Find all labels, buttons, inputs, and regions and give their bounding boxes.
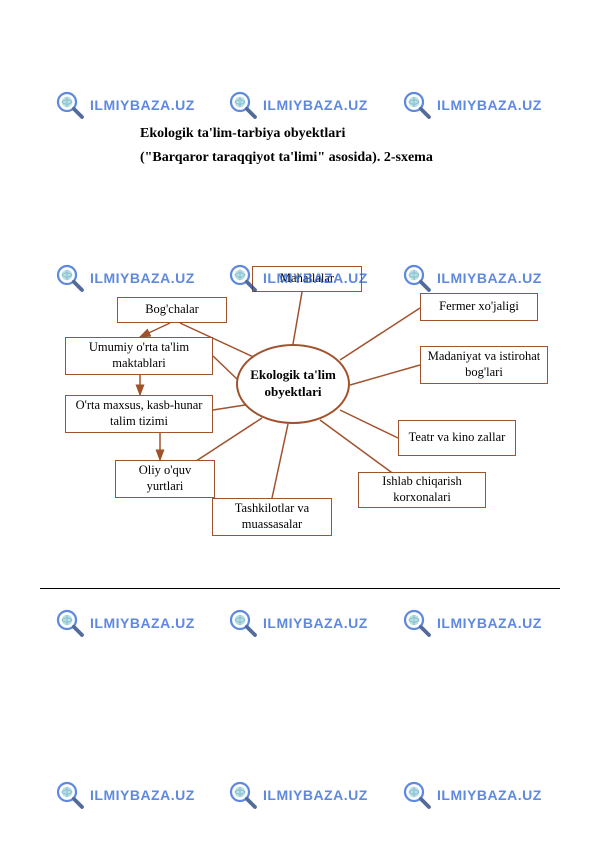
watermark-text: ILMIYBAZA.UZ: [90, 787, 195, 803]
magnifier-globe-icon: [402, 90, 432, 120]
watermark: ILMIYBAZA.UZ: [228, 90, 368, 120]
watermark-text: ILMIYBAZA.UZ: [263, 615, 368, 631]
magnifier-globe-icon: [55, 780, 85, 810]
watermark: ILMIYBAZA.UZ: [402, 780, 542, 810]
magnifier-globe-icon: [55, 90, 85, 120]
watermark-text: ILMIYBAZA.UZ: [90, 615, 195, 631]
node-madaniyat: Madaniyat va istirohat bog'lari: [420, 346, 548, 384]
watermark-text: ILMIYBAZA.UZ: [437, 97, 542, 113]
node-label: Fermer xo'jaligi: [439, 299, 519, 315]
watermark-text: ILMIYBAZA.UZ: [90, 97, 195, 113]
watermark-text: ILMIYBAZA.UZ: [263, 787, 368, 803]
magnifier-globe-icon: [228, 608, 258, 638]
node-label: Bog'chalar: [145, 302, 199, 318]
watermark: ILMIYBAZA.UZ: [55, 780, 195, 810]
watermark: ILMIYBAZA.UZ: [402, 90, 542, 120]
node-label: O'rta maxsus, kasb-hunar talim tizimi: [72, 398, 206, 429]
watermark: ILMIYBAZA.UZ: [402, 608, 542, 638]
node-label: Oliy o'quv yurtlari: [122, 463, 208, 494]
node-tashkilotlar: Tashkilotlar va muassasalar: [212, 498, 332, 536]
center-node-label: Ekologik ta'lim obyektlari: [243, 367, 343, 401]
title-line-1: Ekologik ta'lim-tarbiya obyektlari: [140, 122, 560, 146]
watermark-text: ILMIYBAZA.UZ: [437, 615, 542, 631]
concept-diagram: Ekologik ta'lim obyektlari Mahallalar Bo…: [0, 250, 596, 580]
magnifier-globe-icon: [402, 608, 432, 638]
watermark: ILMIYBAZA.UZ: [55, 608, 195, 638]
watermark-text: ILMIYBAZA.UZ: [263, 97, 368, 113]
magnifier-globe-icon: [228, 90, 258, 120]
magnifier-globe-icon: [402, 780, 432, 810]
title-line-2: ("Barqaror taraqqiyot ta'limi" asosida).…: [140, 146, 560, 170]
watermark-text: ILMIYBAZA.UZ: [437, 787, 542, 803]
center-node: Ekologik ta'lim obyektlari: [236, 344, 350, 424]
magnifier-globe-icon: [228, 780, 258, 810]
node-bogchalar: Bog'chalar: [117, 297, 227, 323]
node-mahallalar: Mahallalar: [252, 266, 362, 292]
node-fermer: Fermer xo'jaligi: [420, 293, 538, 321]
magnifier-globe-icon: [55, 608, 85, 638]
watermark: ILMIYBAZA.UZ: [228, 608, 368, 638]
page-title: Ekologik ta'lim-tarbiya obyektlari ("Bar…: [140, 122, 560, 170]
section-divider: [40, 588, 560, 589]
node-label: Tashkilotlar va muassasalar: [219, 501, 325, 532]
node-oliy: Oliy o'quv yurtlari: [115, 460, 215, 498]
node-label: Umumiy o'rta ta'lim maktablari: [72, 340, 206, 371]
watermark: ILMIYBAZA.UZ: [55, 90, 195, 120]
node-label: Madaniyat va istirohat bog'lari: [427, 349, 541, 380]
node-orta: O'rta maxsus, kasb-hunar talim tizimi: [65, 395, 213, 433]
node-teatr: Teatr va kino zallar: [398, 420, 516, 456]
node-label: Teatr va kino zallar: [409, 430, 506, 446]
watermark: ILMIYBAZA.UZ: [228, 780, 368, 810]
node-label: Mahallalar: [280, 271, 334, 287]
node-ishlab: Ishlab chiqarish korxonalari: [358, 472, 486, 508]
node-umumiy: Umumiy o'rta ta'lim maktablari: [65, 337, 213, 375]
node-label: Ishlab chiqarish korxonalari: [365, 474, 479, 505]
